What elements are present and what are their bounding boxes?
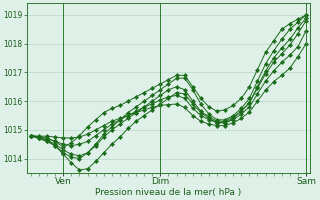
X-axis label: Pression niveau de la mer( hPa ): Pression niveau de la mer( hPa ) xyxy=(95,188,242,197)
